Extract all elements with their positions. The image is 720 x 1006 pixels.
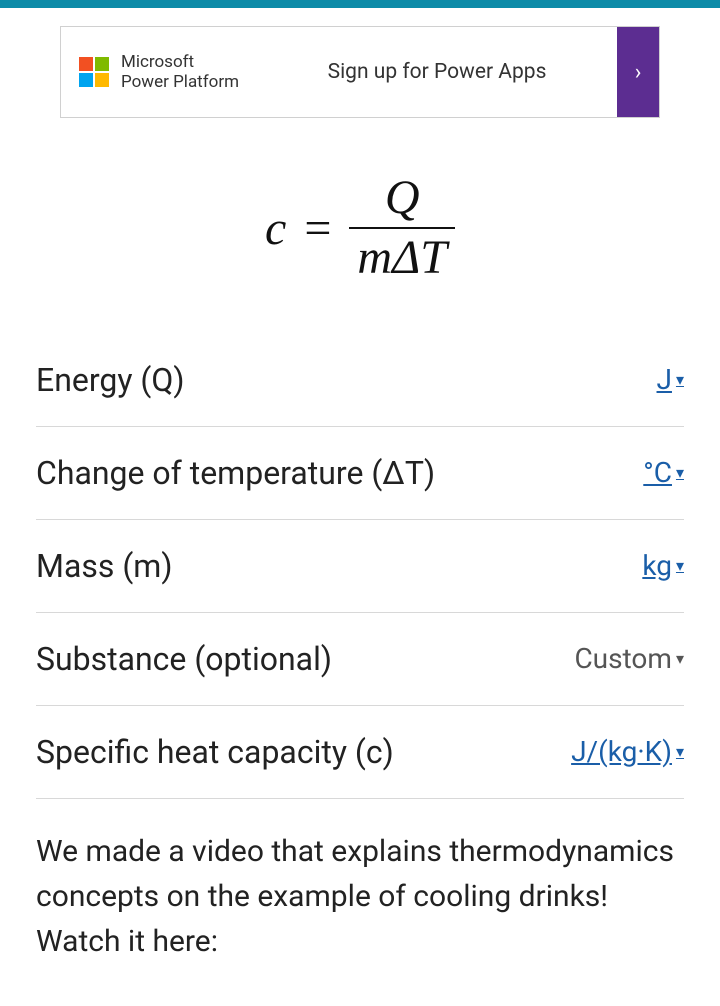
field-label: Specific heat capacity (c): [36, 732, 394, 772]
chevron-down-icon: ▾: [676, 649, 684, 668]
formula-numerator: Q: [377, 173, 428, 227]
field-row-mass: Mass (m) kg ▾: [36, 520, 684, 613]
chevron-down-icon: ▾: [676, 463, 684, 482]
formula-fraction: Q mΔT: [349, 173, 455, 284]
field-row-energy: Energy (Q) J ▾: [36, 334, 684, 427]
ad-brand-line2: Power Platform: [121, 72, 239, 92]
microsoft-logo-icon: [79, 57, 109, 87]
field-label: Change of temperature (ΔT): [36, 453, 435, 493]
ad-cta-text: Sign up for Power Apps: [257, 27, 617, 117]
unit-text: J: [657, 363, 672, 396]
ad-banner[interactable]: Microsoft Power Platform Sign up for Pow…: [60, 26, 660, 118]
chevron-down-icon: ▾: [676, 556, 684, 575]
chevron-right-icon: ›: [635, 60, 642, 85]
field-label: Mass (m): [36, 546, 172, 586]
top-accent-bar: [0, 0, 720, 8]
ad-brand-block: Microsoft Power Platform: [61, 27, 257, 117]
ad-brand-text: Microsoft Power Platform: [121, 52, 239, 93]
unit-selector-temperature[interactable]: °C ▾: [643, 456, 684, 489]
ad-arrow-button[interactable]: ›: [617, 27, 659, 117]
ad-brand-line1: Microsoft: [121, 52, 239, 72]
field-row-substance: Substance (optional) Custom ▾: [36, 613, 684, 706]
unit-text: kg: [642, 549, 672, 582]
formula-equals: =: [304, 201, 331, 256]
substance-selector[interactable]: Custom ▾: [574, 642, 684, 675]
chevron-down-icon: ▾: [676, 742, 684, 761]
formula-lhs: c: [265, 201, 286, 256]
field-label: Energy (Q): [36, 360, 185, 400]
unit-selector-specific-heat[interactable]: J/(kg·K) ▾: [571, 735, 684, 768]
unit-text: °C: [643, 456, 672, 489]
description-text: We made a video that explains thermodyna…: [0, 799, 720, 964]
unit-text: Custom: [574, 642, 672, 675]
unit-selector-energy[interactable]: J ▾: [657, 363, 684, 396]
unit-selector-mass[interactable]: kg ▾: [642, 549, 684, 582]
field-row-temperature: Change of temperature (ΔT) °C ▾: [36, 427, 684, 520]
field-row-specific-heat: Specific heat capacity (c) J/(kg·K) ▾: [36, 706, 684, 799]
fields-list: Energy (Q) J ▾ Change of temperature (ΔT…: [0, 334, 720, 799]
formula-denominator: mΔT: [349, 227, 455, 283]
formula-display: c = Q mΔT: [0, 173, 720, 284]
field-label: Substance (optional): [36, 639, 332, 679]
unit-text: J/(kg·K): [571, 735, 672, 768]
chevron-down-icon: ▾: [676, 370, 684, 389]
